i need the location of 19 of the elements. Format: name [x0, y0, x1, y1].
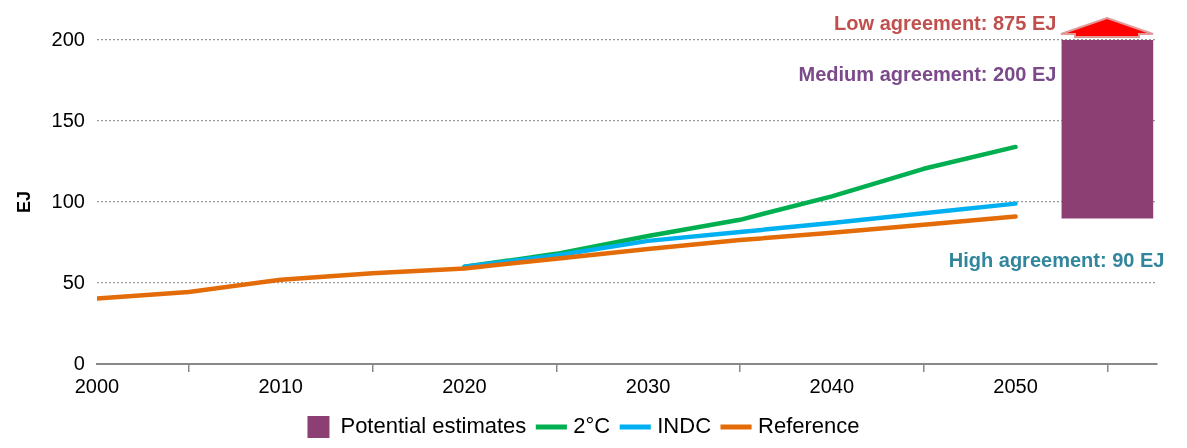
y-tick-label: 0: [73, 351, 85, 374]
y-tick-label: 100: [51, 189, 85, 212]
x-tick-label: 2020: [442, 374, 487, 397]
x-tick-label: 2040: [809, 374, 855, 397]
x-tick-label: 2050: [993, 374, 1038, 397]
legend-label: 2°C: [573, 413, 611, 439]
y-tick-label: 50: [62, 270, 85, 293]
x-tick-label: 2030: [625, 374, 671, 397]
x-tick-label: 2000: [74, 374, 120, 397]
legend-label: Potential estimates: [340, 413, 527, 439]
y-tick-label: 200: [51, 27, 85, 50]
legend-label: INDC: [657, 413, 712, 439]
annotation: High agreement: 90 EJ: [948, 248, 1165, 271]
y-tick-label: 150: [51, 108, 85, 131]
text: Low agreement: 875 EJ: [834, 11, 1057, 34]
legend-label: Reference: [758, 413, 860, 439]
y-axis-title: EJ: [13, 190, 34, 214]
annotation: Medium agreement: 200 EJ: [798, 62, 1057, 85]
x-tick-label: 2010: [258, 374, 303, 397]
